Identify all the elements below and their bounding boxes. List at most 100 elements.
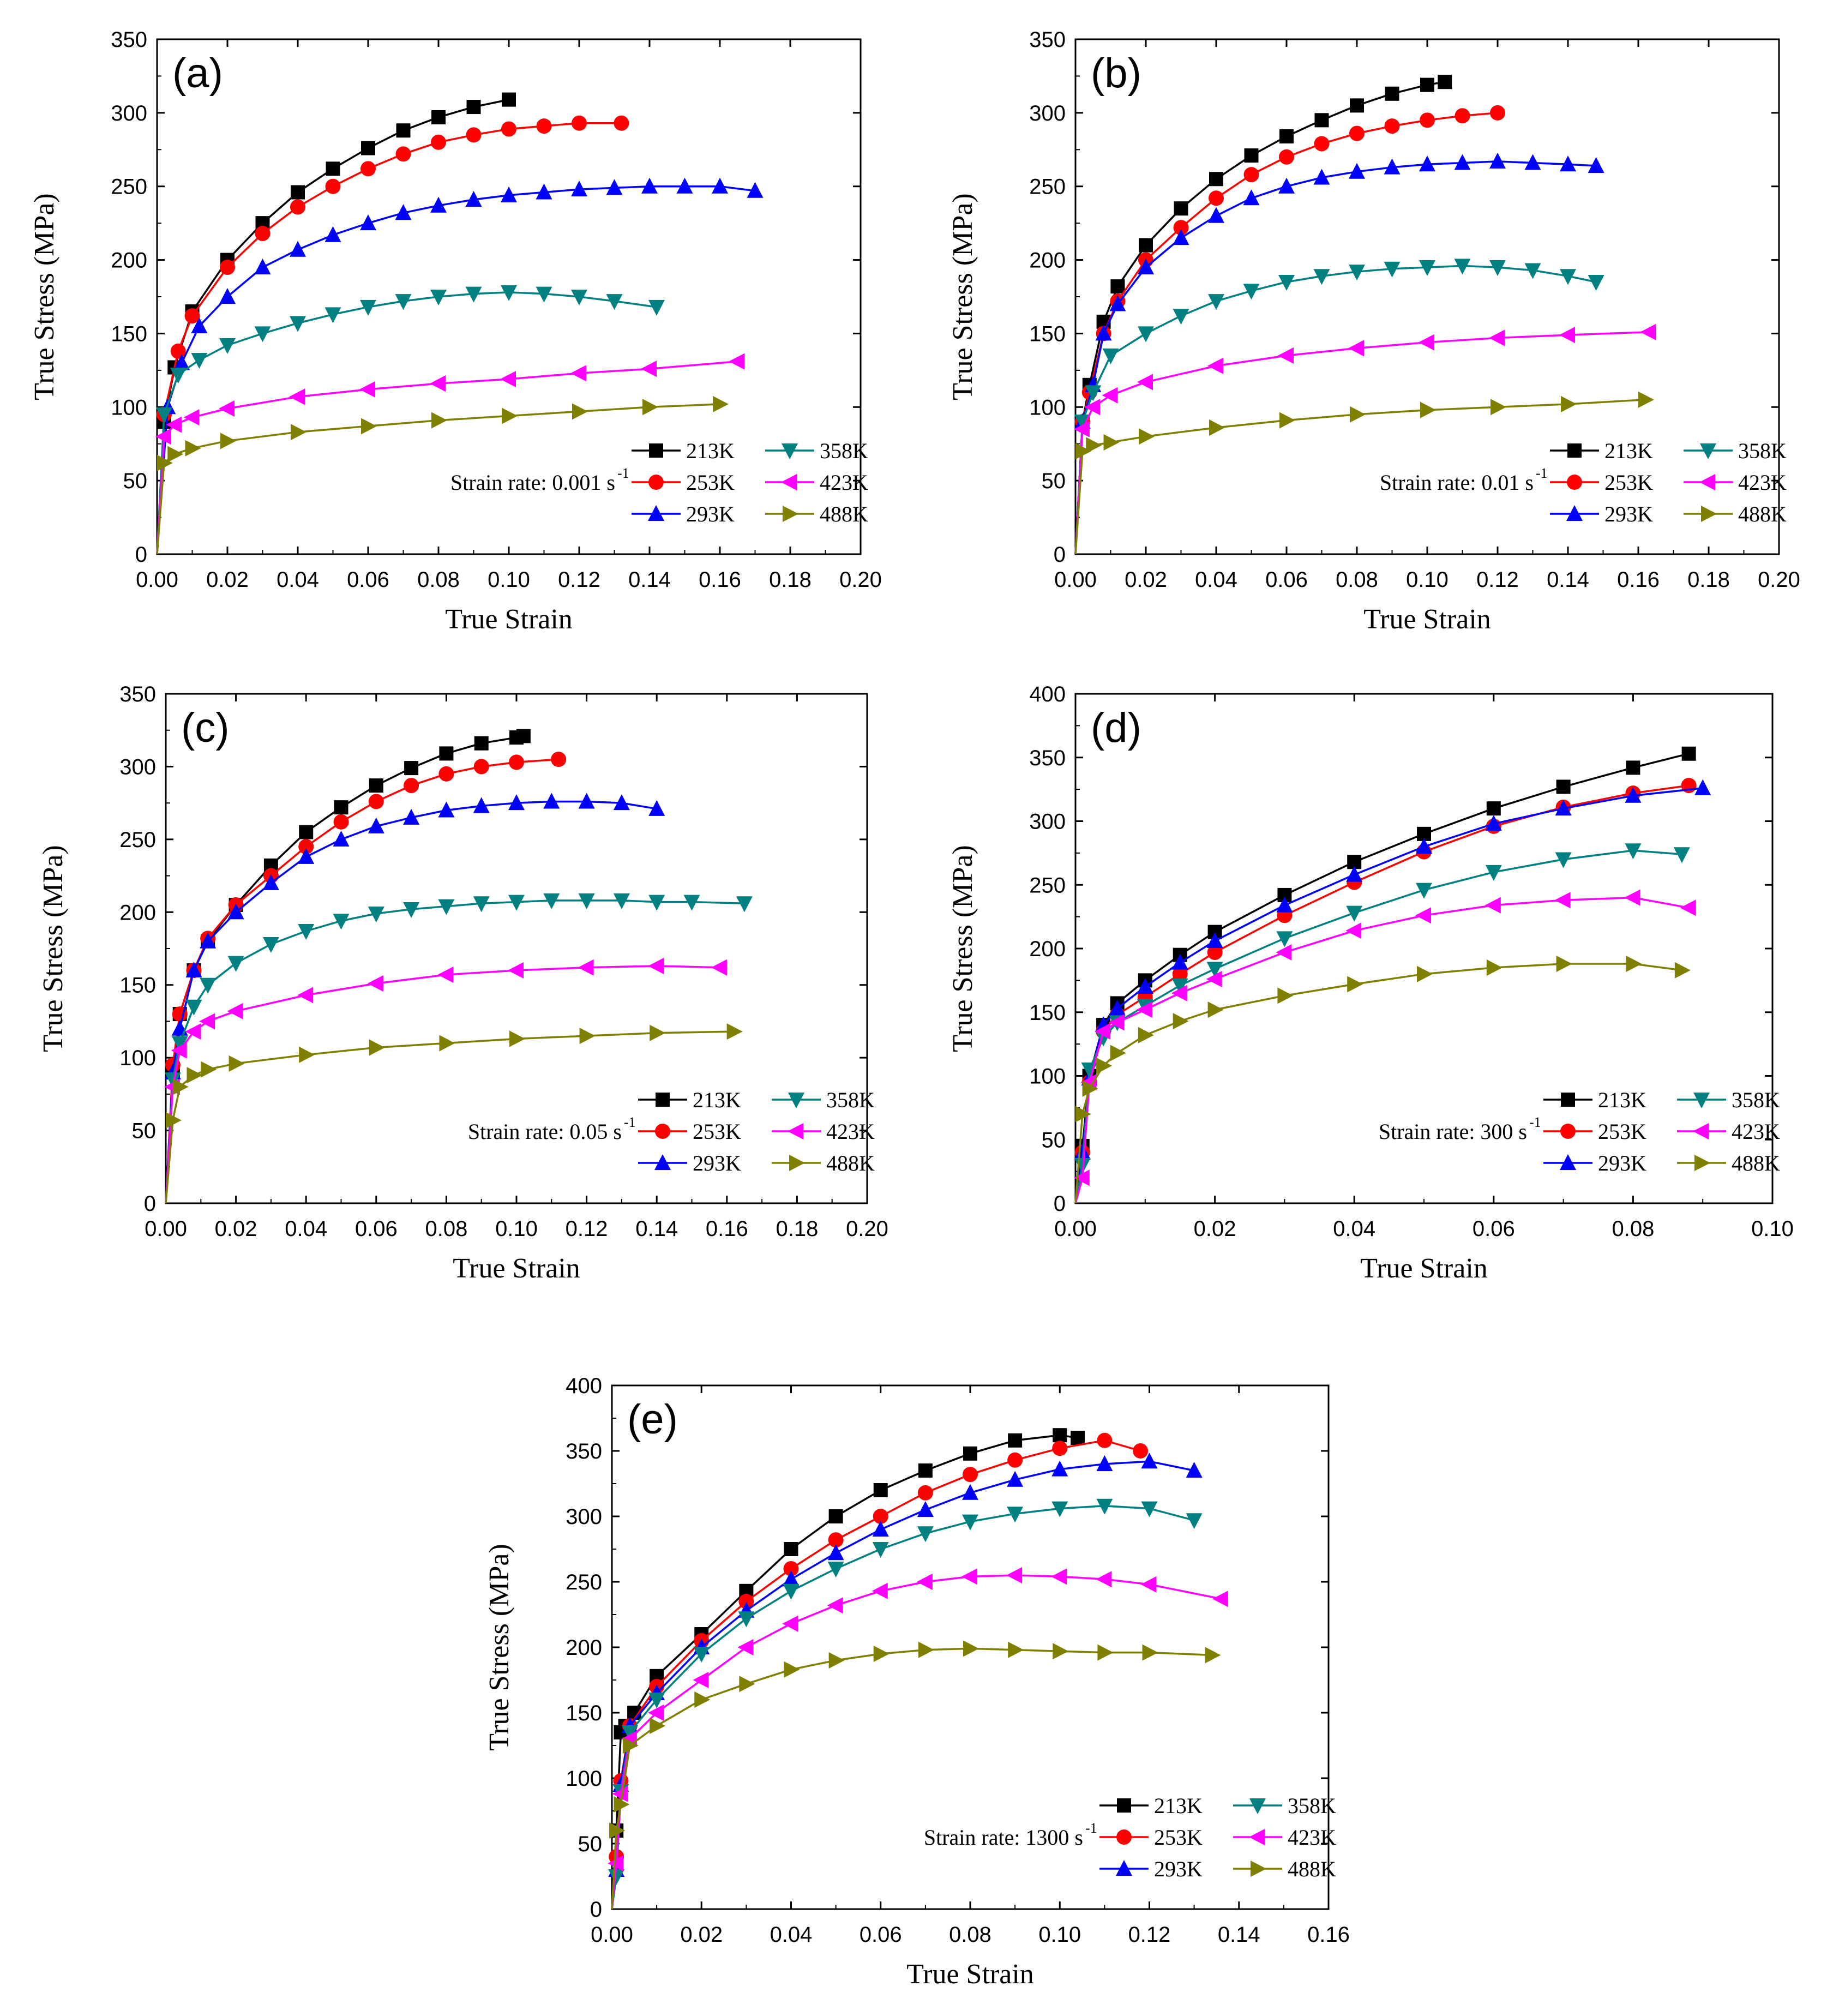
series-358K-point-10 [430, 290, 447, 305]
series-488K-point-11 [1638, 391, 1654, 408]
series-488K-point-6 [361, 418, 377, 435]
series-358K-point-3 [185, 999, 202, 1016]
series-293K-point-13 [1625, 787, 1642, 803]
series-293K-point-3 [1095, 325, 1112, 341]
series-488K-point-1 [165, 1112, 182, 1129]
panel-c: 0.00 0.02 0.04 0.06 0.08 0.10 0.12 0.14 0.16 0.18… [38, 682, 888, 1284]
legend-label-488K: 488K [820, 502, 868, 526]
panel-label: (c) [181, 705, 230, 751]
series-213K-point-11 [918, 1463, 933, 1478]
series-488K-point-5 [229, 1055, 245, 1072]
series-358K-point-18 [683, 895, 700, 911]
series-488K-point-legend [1251, 1861, 1266, 1877]
series-423K-point-11 [961, 1568, 977, 1585]
series-293K-point-3 [185, 962, 202, 978]
series-423K-point-2 [166, 416, 182, 433]
series-213K-point-10 [873, 1483, 888, 1497]
series-488K-point-16 [1205, 1647, 1221, 1664]
x-tick-label: 0.04 [770, 1923, 813, 1947]
y-tick-label: 250 [1029, 873, 1066, 897]
series-213K-point-12 [963, 1446, 977, 1461]
series-293K-point-11 [962, 1484, 978, 1500]
series-423K-point-7 [430, 375, 446, 392]
series-293K-point-9 [368, 817, 384, 833]
x-tick-label: 0.12 [1128, 1923, 1171, 1947]
x-tick-label: 0.06 [355, 1217, 398, 1241]
series-423K-point-4 [199, 1013, 215, 1030]
series-488K-point-7 [431, 412, 447, 429]
series-358K-point-16 [1186, 1513, 1203, 1529]
series-423K-point-11 [1485, 897, 1501, 914]
x-tick-label: 0.00 [145, 1217, 187, 1241]
series-213K-point-12 [1385, 86, 1399, 101]
series-423K-point-12 [711, 959, 727, 976]
series-488K-point-6 [1279, 412, 1295, 429]
series-423K-point-9 [570, 365, 586, 382]
legend-label-293K: 293K [686, 502, 735, 526]
series-358K-point-13 [508, 895, 525, 911]
legend-label-488K: 488K [1738, 502, 1787, 526]
series-293K-point-8 [1276, 896, 1293, 913]
y-tick-label: 250 [566, 1570, 602, 1594]
panel-label: (b) [1091, 50, 1141, 97]
series-358K-point-4 [1138, 326, 1154, 343]
series-488K-point-11 [650, 1024, 666, 1041]
series-358K-point-9 [395, 294, 412, 310]
y-tick-label: 100 [566, 1767, 602, 1791]
series-213K-point-7 [1209, 172, 1223, 187]
series-293K-point-10 [430, 196, 447, 213]
series-line-253K [1074, 112, 1498, 555]
series-293K-point-legend [1116, 1860, 1132, 1876]
series-293K-point-9 [1346, 866, 1363, 882]
series-488K-point-11 [713, 395, 729, 412]
x-tick-label: 0.16 [706, 1217, 748, 1241]
series-293K-point-17 [1560, 155, 1576, 172]
series-253K-point-legend [1116, 1829, 1132, 1845]
x-tick-label: 0.12 [1476, 568, 1519, 592]
series-423K-point-8 [827, 1597, 843, 1614]
series-358K-point-3 [1102, 348, 1119, 364]
series-293K-point-4 [219, 288, 236, 304]
series-423K-point-legend [1699, 474, 1715, 490]
series-423K-point-11 [648, 958, 664, 975]
strain-rate-label: Strain rate: 0.01 s [1380, 470, 1534, 495]
legend-label-423K: 423K [1288, 1825, 1336, 1850]
series-253K-point-2 [170, 343, 186, 359]
series-253K-point-legend [1567, 475, 1582, 490]
series-293K-point-4 [1109, 999, 1126, 1016]
y-tick-label: 300 [119, 755, 156, 779]
series-293K-point-10 [1416, 838, 1432, 854]
y-tick-label: 0 [1054, 1192, 1066, 1216]
series-423K-point-13 [1051, 1568, 1067, 1585]
series-358K-point-7 [1243, 284, 1260, 300]
series-358K-point-11 [1485, 865, 1502, 881]
series-293K-point-14 [543, 793, 560, 809]
series-423K-point-16 [1212, 1591, 1228, 1607]
series-488K-point-3 [622, 1737, 639, 1754]
series-488K-point-7 [784, 1661, 800, 1678]
series-253K-point-13 [509, 754, 524, 770]
legend-label-423K: 423K [1738, 470, 1787, 495]
series-358K-point-6 [1208, 294, 1224, 310]
x-tick-label: 0.18 [1687, 568, 1730, 592]
x-tick-label: 0.20 [839, 568, 882, 592]
series-293K-point-11 [438, 801, 455, 818]
x-tick-label: 0.20 [1758, 568, 1800, 592]
series-253K-point-11 [438, 766, 454, 782]
series-423K-point-10 [641, 361, 657, 377]
series-253K-point-9 [395, 146, 411, 162]
series-213K-point-10 [404, 761, 419, 776]
series-213K-point-legend [1567, 443, 1582, 458]
series-488K-point-legend [789, 1155, 805, 1171]
y-tick-label: 150 [119, 974, 156, 998]
x-tick-label: 0.14 [635, 1217, 678, 1241]
series-253K-point-15 [1133, 1443, 1149, 1459]
series-213K-point-legend [1561, 1093, 1575, 1107]
legend-label-213K: 213K [1604, 439, 1653, 463]
series-358K-point-11 [465, 286, 482, 303]
series-line-293K [611, 1460, 1194, 1910]
x-tick-label: 0.02 [206, 568, 249, 592]
series-358K-point-4 [200, 977, 217, 994]
series-423K-point-6 [359, 381, 375, 398]
legend-label-253K: 253K [1604, 470, 1653, 495]
